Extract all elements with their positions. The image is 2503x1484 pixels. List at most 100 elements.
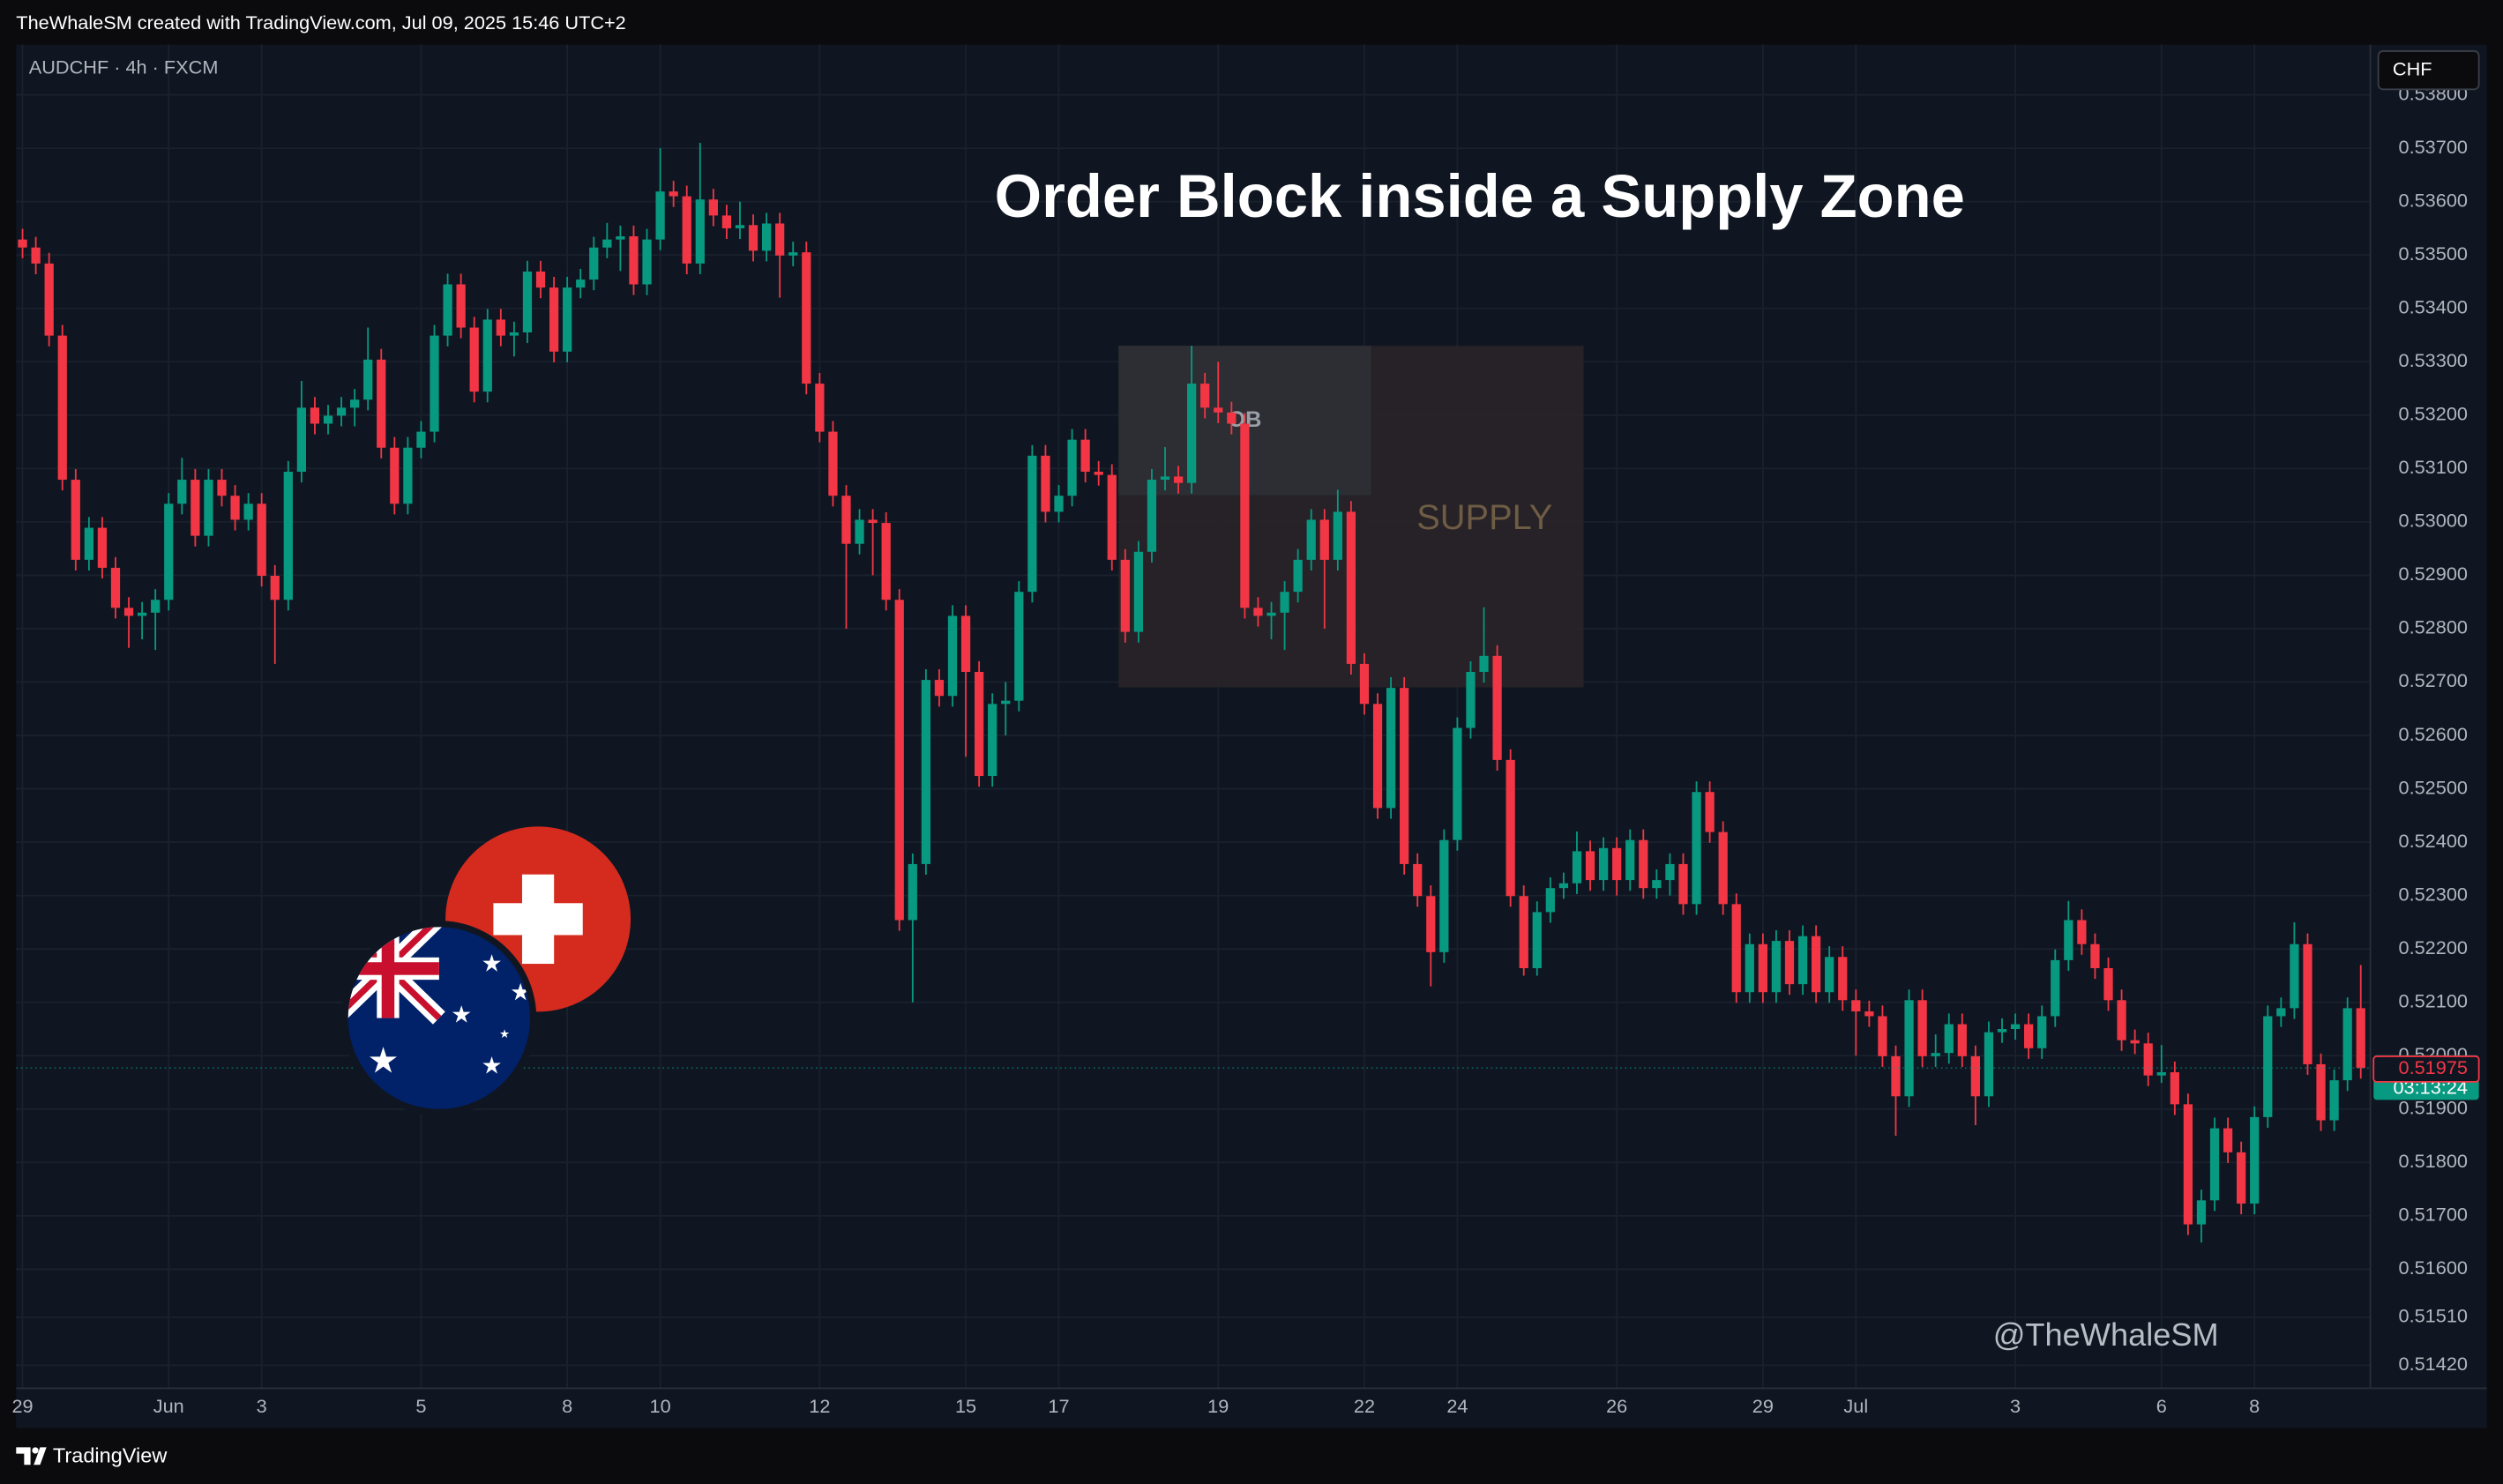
candle-body <box>257 503 266 577</box>
x-tick-label: 3 <box>257 1395 267 1417</box>
candle-body <box>110 567 121 608</box>
candle-body <box>2250 1116 2260 1204</box>
candle-body <box>204 480 213 536</box>
candle-body <box>2276 1008 2286 1017</box>
candle-body <box>1506 759 1515 897</box>
candle-body <box>576 280 586 288</box>
candle-body <box>602 239 612 248</box>
candle-body <box>509 332 519 336</box>
candle-body <box>177 480 187 504</box>
candle-body <box>1545 888 1555 913</box>
candle-body <box>2329 1080 2339 1121</box>
y-tick-label: 0.53600 <box>2399 189 2468 211</box>
candle-body <box>469 327 479 392</box>
candle-body <box>456 284 466 328</box>
y-tick-label: 0.53100 <box>2399 456 2468 478</box>
candle-body <box>2223 1128 2233 1152</box>
candle-body <box>1904 1000 1914 1097</box>
y-tick-label: 0.53200 <box>2399 403 2468 425</box>
candle-body <box>1306 519 1316 560</box>
candle-body <box>1718 831 1728 905</box>
candle-body <box>1080 439 1090 472</box>
candle-body <box>243 503 253 520</box>
candle-body <box>350 399 360 408</box>
candle-body <box>1014 592 1024 701</box>
candle-body <box>1931 1053 1940 1056</box>
candle-body <box>629 236 639 285</box>
candle-body <box>1864 1011 1874 1017</box>
y-tick-label: 0.52200 <box>2399 936 2468 958</box>
currency-button[interactable] <box>2377 50 2480 91</box>
candle-body <box>18 239 27 248</box>
candle-body <box>151 600 161 613</box>
y-tick-label: 0.51800 <box>2399 1150 2468 1172</box>
y-tick-label: 0.52300 <box>2399 883 2468 905</box>
candle-body <box>1133 551 1144 632</box>
candle-body <box>1280 592 1289 613</box>
candle-body <box>1665 863 1675 881</box>
candle-body <box>1825 957 1834 993</box>
candle-body <box>1253 608 1263 616</box>
candle-body <box>2064 920 2073 960</box>
candle-body <box>270 576 280 600</box>
candle-body <box>1001 700 1011 705</box>
candle-body <box>1970 1055 1981 1097</box>
candle-body <box>44 263 54 336</box>
candle-body <box>1054 496 1064 512</box>
candle-body <box>1120 559 1130 632</box>
candle-body <box>230 496 240 520</box>
candle-body <box>669 191 678 197</box>
candle-body <box>296 407 307 472</box>
candle-body <box>881 523 891 600</box>
x-tick-label: 8 <box>562 1395 572 1417</box>
candle-body <box>1173 476 1184 483</box>
candle-body <box>1891 1055 1901 1097</box>
candle-body <box>1519 896 1528 968</box>
candle-body <box>1359 663 1370 705</box>
candle-body <box>1957 1024 1967 1056</box>
candle-body <box>1878 1016 1887 1056</box>
candle-body <box>1812 936 1821 993</box>
candle-body <box>2170 1072 2179 1105</box>
candle-body <box>1851 1000 1861 1012</box>
y-tick-label: 0.53000 <box>2399 510 2468 532</box>
australian-flag <box>341 921 537 1115</box>
candle-body <box>390 447 400 504</box>
candle-body <box>2037 1016 2047 1048</box>
candle-body <box>695 199 705 264</box>
y-tick-label: 0.53500 <box>2399 242 2468 265</box>
candle-body <box>1027 455 1037 593</box>
bid-price-box <box>2372 1055 2480 1083</box>
candle-body <box>283 471 293 600</box>
candle-body <box>217 480 227 496</box>
x-tick-label: 5 <box>415 1395 426 1417</box>
candle-body <box>908 863 917 921</box>
y-tick-label: 0.52600 <box>2399 723 2468 745</box>
x-tick-label: 24 <box>1446 1395 1468 1417</box>
candle-body <box>1492 655 1502 760</box>
x-tick-label: 19 <box>1207 1395 1229 1417</box>
y-tick-label: 0.53300 <box>2399 349 2468 371</box>
candle-body <box>2342 1008 2352 1081</box>
brand-logo <box>16 1447 47 1465</box>
candle-body <box>1997 1028 2007 1033</box>
candle-body <box>616 236 625 240</box>
candle-body <box>416 431 426 448</box>
candle-body <box>563 287 572 352</box>
y-tick-label: 0.51420 <box>2399 1353 2468 1375</box>
y-tick-label: 0.52500 <box>2399 776 2468 798</box>
candle-body <box>1400 688 1409 864</box>
candle-body <box>1453 727 1462 840</box>
candle-body <box>934 680 945 697</box>
candle-body <box>1598 847 1609 881</box>
candle-body <box>1266 612 1276 616</box>
candle-body <box>642 239 652 285</box>
candle-body <box>403 447 413 504</box>
y-tick-label: 0.52900 <box>2399 563 2468 585</box>
candle-body <box>1784 941 1795 985</box>
candle-body <box>1572 851 1582 884</box>
currency-label[interactable]: CHF <box>2393 57 2432 79</box>
candle-body <box>1200 384 1210 408</box>
candle-body <box>2183 1104 2193 1225</box>
candle-body <box>1041 455 1050 512</box>
